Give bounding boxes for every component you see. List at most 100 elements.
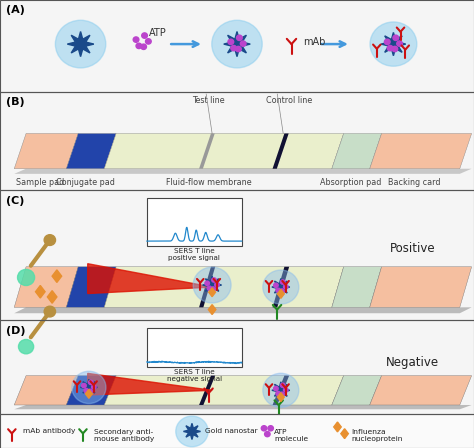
Polygon shape (80, 379, 98, 396)
Circle shape (276, 392, 281, 396)
Bar (0, 92, 474, 190)
Bar (0, 414, 474, 448)
Polygon shape (272, 382, 290, 399)
Polygon shape (370, 134, 472, 169)
Circle shape (283, 388, 288, 392)
Circle shape (205, 281, 210, 285)
Text: mAb antibody: mAb antibody (23, 428, 75, 435)
Circle shape (89, 380, 93, 384)
Text: Gold nanostar: Gold nanostar (205, 428, 257, 435)
Text: Absorption pad: Absorption pad (320, 178, 382, 187)
Circle shape (370, 22, 417, 66)
Text: (A): (A) (6, 5, 25, 15)
Circle shape (72, 371, 106, 404)
Circle shape (215, 283, 219, 287)
Circle shape (236, 46, 241, 52)
Circle shape (18, 269, 35, 285)
Polygon shape (104, 375, 344, 405)
Circle shape (82, 383, 86, 388)
Circle shape (212, 20, 262, 68)
Bar (0, 320, 474, 414)
Text: (C): (C) (6, 196, 25, 206)
Circle shape (193, 267, 231, 303)
Polygon shape (273, 267, 289, 307)
Circle shape (384, 39, 390, 44)
Circle shape (142, 33, 147, 38)
Polygon shape (14, 375, 78, 405)
Circle shape (84, 388, 89, 393)
Circle shape (283, 284, 288, 289)
Circle shape (281, 383, 285, 388)
Circle shape (176, 416, 208, 447)
Polygon shape (332, 375, 382, 405)
Circle shape (228, 39, 234, 44)
Text: SERS T line
positive signal: SERS T line positive signal (168, 248, 220, 261)
Polygon shape (14, 169, 472, 174)
Circle shape (44, 235, 55, 246)
Polygon shape (332, 134, 382, 169)
Circle shape (211, 287, 216, 291)
Polygon shape (277, 289, 284, 298)
Circle shape (280, 392, 284, 396)
Text: SERS T line
negative signal: SERS T line negative signal (167, 369, 222, 382)
Text: ATP
molecule: ATP molecule (274, 428, 308, 442)
Text: (B): (B) (6, 97, 25, 107)
Polygon shape (14, 134, 78, 169)
Circle shape (263, 270, 299, 304)
Polygon shape (341, 429, 348, 439)
Polygon shape (381, 32, 406, 56)
Circle shape (273, 386, 278, 391)
Circle shape (141, 44, 146, 49)
Text: Influenza
nucleoprotein: Influenza nucleoprotein (352, 428, 403, 442)
Bar (0, 320, 474, 414)
Polygon shape (272, 279, 290, 296)
Circle shape (91, 385, 96, 389)
Circle shape (281, 280, 285, 284)
Text: mAb: mAb (303, 37, 326, 47)
Polygon shape (104, 267, 344, 307)
Polygon shape (52, 270, 62, 282)
Bar (0, 92, 474, 190)
Polygon shape (104, 134, 344, 169)
Text: Sample pad: Sample pad (16, 178, 64, 187)
Circle shape (393, 35, 399, 40)
Bar (0, 190, 474, 320)
Circle shape (88, 389, 92, 393)
Circle shape (268, 426, 273, 431)
Polygon shape (14, 267, 78, 307)
Polygon shape (273, 375, 289, 405)
Text: Positive: Positive (390, 242, 435, 255)
Polygon shape (85, 389, 92, 398)
Circle shape (136, 43, 142, 48)
Text: Backing card: Backing card (389, 178, 441, 187)
Circle shape (264, 431, 270, 437)
Bar (0, 190, 474, 320)
Polygon shape (14, 307, 472, 313)
Polygon shape (332, 267, 382, 307)
Polygon shape (370, 375, 472, 405)
Polygon shape (66, 375, 116, 405)
Circle shape (263, 373, 299, 407)
Circle shape (237, 35, 242, 40)
Circle shape (280, 289, 284, 293)
Circle shape (55, 20, 106, 68)
FancyBboxPatch shape (147, 328, 242, 367)
Text: Control line: Control line (266, 96, 312, 105)
Polygon shape (370, 267, 472, 307)
Polygon shape (273, 134, 289, 169)
Circle shape (273, 283, 278, 288)
Circle shape (212, 278, 216, 282)
Text: (D): (D) (6, 326, 26, 336)
Polygon shape (209, 305, 216, 314)
Circle shape (392, 46, 398, 52)
Circle shape (276, 288, 281, 293)
Text: Conjugate pad: Conjugate pad (56, 178, 115, 187)
Polygon shape (202, 276, 221, 294)
Text: Negative: Negative (386, 356, 439, 369)
Polygon shape (183, 423, 201, 439)
Circle shape (387, 45, 393, 51)
Polygon shape (199, 375, 215, 405)
Polygon shape (66, 134, 116, 169)
Polygon shape (67, 31, 94, 56)
Circle shape (240, 41, 246, 46)
